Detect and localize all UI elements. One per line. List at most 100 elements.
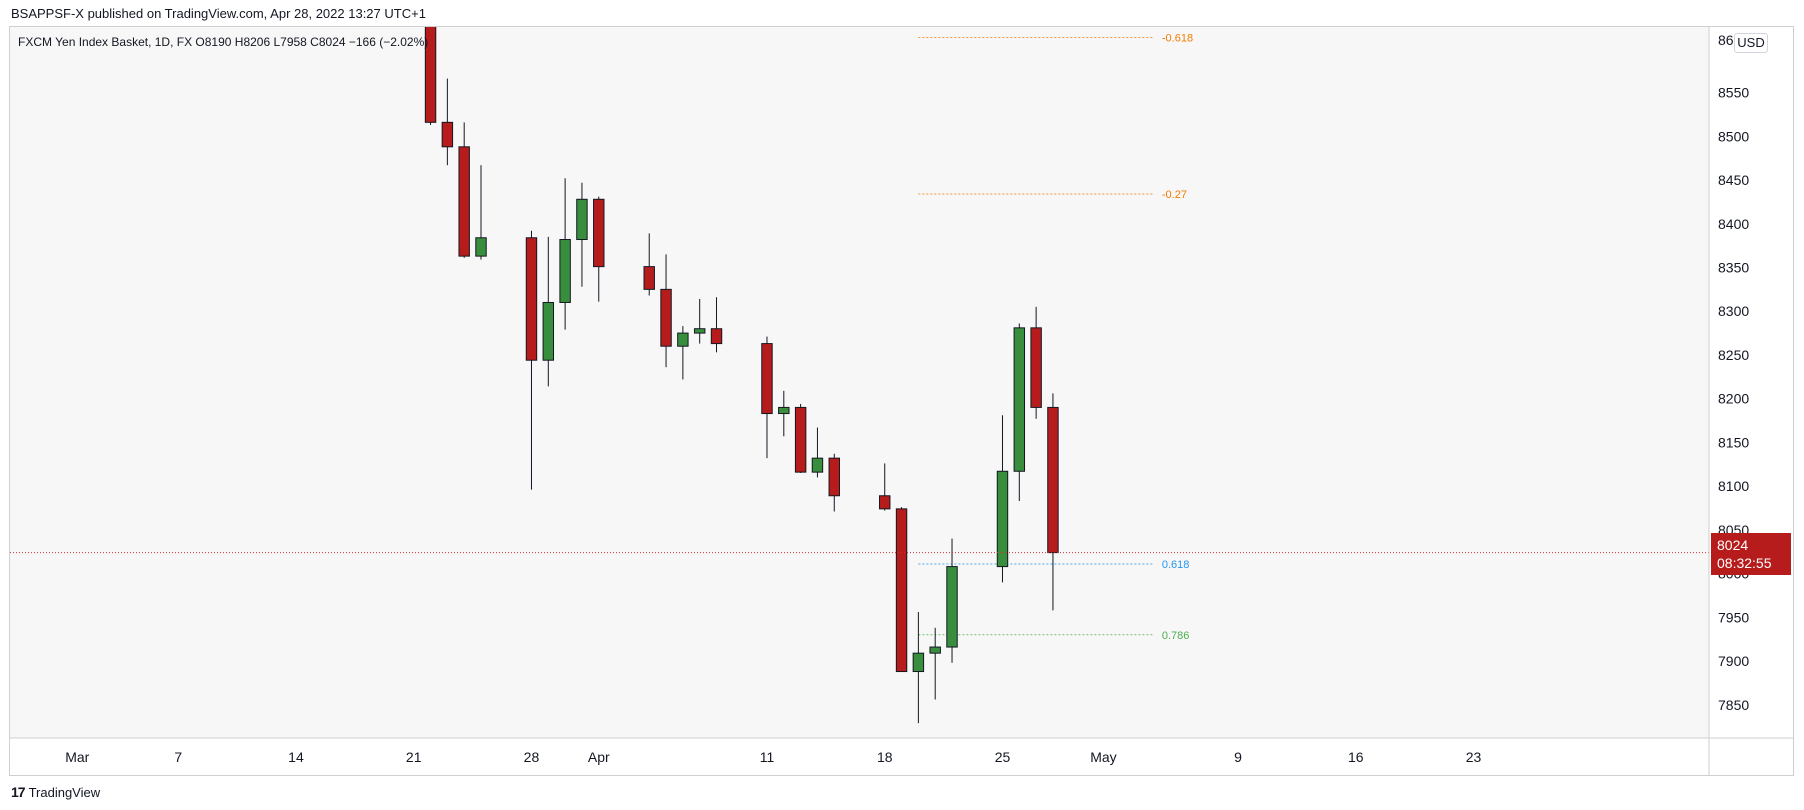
- x-tick-label: 7: [174, 749, 182, 765]
- candle: [879, 463, 891, 511]
- y-tick-label: 8150: [1718, 434, 1749, 450]
- y-tick-label: 8550: [1718, 85, 1749, 101]
- candle-body: [660, 288, 672, 347]
- x-tick-label: 14: [288, 749, 304, 765]
- candle-body: [811, 457, 824, 473]
- y-tick-label: 8450: [1718, 172, 1749, 188]
- candle-body: [929, 646, 941, 654]
- candle: [912, 612, 925, 724]
- fib-label: -0.27: [1162, 189, 1187, 201]
- chart-legend: FXCM Yen Index Basket, 1D, FX O8190 H820…: [18, 35, 428, 49]
- candle: [593, 196, 605, 302]
- candle: [946, 538, 958, 663]
- x-tick-label: 11: [760, 749, 775, 765]
- candle-body: [475, 237, 487, 257]
- candle-body: [794, 406, 807, 473]
- candle: [929, 627, 941, 700]
- candle-body: [693, 328, 706, 334]
- candle: [441, 78, 454, 166]
- y-tick-label: 7900: [1718, 653, 1749, 669]
- candle: [660, 254, 672, 368]
- candle-body: [677, 332, 689, 347]
- tradingview-logo-text: TradingView: [28, 784, 101, 800]
- candle-body: [1047, 406, 1059, 554]
- x-tick-label: 25: [995, 749, 1011, 765]
- candle-body: [576, 198, 588, 241]
- plot-background: [10, 27, 1709, 738]
- x-tick-label: 18: [877, 749, 893, 765]
- last-price-countdown: 08:32:55: [1717, 555, 1772, 571]
- y-tick-label: 8100: [1718, 478, 1749, 494]
- candle-body: [458, 146, 470, 257]
- candle: [828, 453, 840, 512]
- candle-body: [946, 566, 958, 648]
- x-tick-label: Mar: [65, 749, 89, 765]
- candle-body: [593, 198, 605, 268]
- candle: [811, 427, 824, 478]
- tradingview-logo[interactable]: 17 TradingView: [11, 784, 100, 800]
- candle: [643, 233, 655, 296]
- x-tick-label: 23: [1466, 749, 1482, 765]
- candle-body: [879, 495, 891, 510]
- candle: [794, 403, 807, 474]
- candle: [475, 165, 487, 260]
- y-tick-label: 86: [1718, 32, 1734, 48]
- y-tick-label: 8250: [1718, 347, 1749, 363]
- candle: [458, 122, 470, 258]
- plot-area: [10, 27, 1709, 738]
- candle: [1030, 306, 1042, 419]
- candle: [693, 298, 706, 344]
- candle: [1013, 323, 1026, 501]
- last-price-value: 8024: [1717, 537, 1749, 553]
- candle: [778, 390, 790, 437]
- candle: [677, 326, 689, 380]
- y-tick-label: 8350: [1718, 259, 1749, 275]
- candle-body: [1030, 327, 1042, 408]
- candle: [542, 236, 555, 387]
- y-tick-label: 7950: [1718, 609, 1749, 625]
- y-tick-label: 8200: [1718, 391, 1749, 407]
- currency-button[interactable]: USD: [1734, 33, 1768, 53]
- candle-body: [643, 266, 655, 290]
- candle: [761, 336, 773, 459]
- candles: [424, 27, 1059, 724]
- candle-body: [542, 301, 555, 361]
- candle-body: [828, 457, 840, 497]
- candle-body: [1013, 327, 1026, 472]
- publisher-line: BSAPPSF-X published on TradingView.com, …: [11, 6, 426, 21]
- y-tick-label: 7850: [1718, 697, 1749, 713]
- tradingview-logo-icon: 17: [11, 784, 26, 800]
- candle: [576, 182, 588, 287]
- x-tick-label: Apr: [588, 749, 610, 765]
- axes: 7850790079508000805081008150820082508300…: [10, 27, 1794, 775]
- y-tick-label: 8400: [1718, 216, 1749, 232]
- candle-body: [441, 121, 454, 148]
- last-price-tag: 8024 08:32:55: [1711, 533, 1791, 575]
- fib-label: 0.618: [1162, 559, 1190, 571]
- candle-body: [710, 328, 723, 345]
- candle-body: [778, 406, 790, 415]
- candle: [895, 507, 908, 673]
- x-tick-label: 9: [1234, 749, 1242, 765]
- x-tick-label: May: [1090, 749, 1116, 765]
- candle-body: [761, 343, 773, 415]
- fib-label: 0.786: [1162, 630, 1190, 642]
- candle-body: [895, 508, 908, 673]
- candle: [525, 230, 538, 490]
- x-tick-label: 28: [524, 749, 540, 765]
- x-tick-label: 16: [1348, 749, 1364, 765]
- candle-body: [912, 652, 925, 673]
- y-tick-label: 8500: [1718, 128, 1749, 144]
- fibonacci-levels: -0.618 -0.27 0.618 0.786: [918, 32, 1193, 642]
- x-tick-label: 21: [406, 749, 422, 765]
- candle: [559, 178, 571, 330]
- candle: [996, 415, 1009, 583]
- candle-body: [424, 27, 437, 123]
- fib-label: -0.618: [1162, 32, 1193, 44]
- candle: [424, 27, 437, 125]
- candle-body: [559, 239, 571, 303]
- candle-body: [525, 237, 538, 361]
- candle-body: [996, 470, 1009, 568]
- candle: [710, 297, 723, 353]
